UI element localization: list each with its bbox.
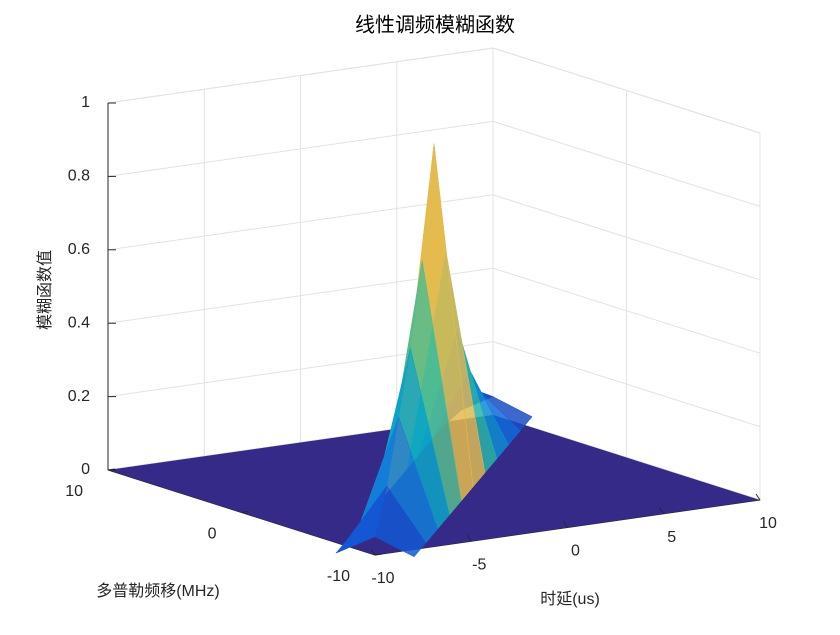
z-axis-label: 模糊函数值 [36, 250, 54, 330]
surface-face [335, 485, 388, 554]
y-tick [374, 553, 383, 556]
z-tick-label: 1 [81, 94, 90, 111]
y-tick [107, 468, 116, 471]
z-tick-label: 0.2 [68, 388, 90, 405]
y-axis-label: 多普勒频移(MHz) [96, 582, 220, 600]
x-tick [370, 548, 376, 556]
x-tick-label: 5 [667, 529, 676, 546]
chart-title: 线性调频模糊函数 [355, 13, 515, 36]
x-tick [755, 493, 761, 501]
x-tick [563, 521, 568, 528]
x-tick-label: 10 [759, 515, 777, 532]
z-tick-label: 0.4 [68, 314, 90, 331]
x-tick-label: -10 [371, 570, 394, 587]
y-tick [241, 511, 249, 513]
x-tick [659, 507, 665, 515]
z-tick-label: 0.8 [68, 168, 90, 185]
y-tick-label: 0 [208, 526, 217, 543]
x-tick [466, 534, 472, 542]
x-axis-label: 时延(us) [540, 590, 600, 608]
y-tick-label: -10 [327, 568, 350, 585]
x-tick-label: 0 [571, 543, 580, 560]
y-tick-label: 10 [65, 483, 83, 500]
z-tick-label: 0.6 [68, 241, 90, 258]
x-tick-label: -5 [472, 556, 486, 573]
z-tick-label: 0 [81, 461, 90, 478]
axis-box [107, 47, 761, 134]
